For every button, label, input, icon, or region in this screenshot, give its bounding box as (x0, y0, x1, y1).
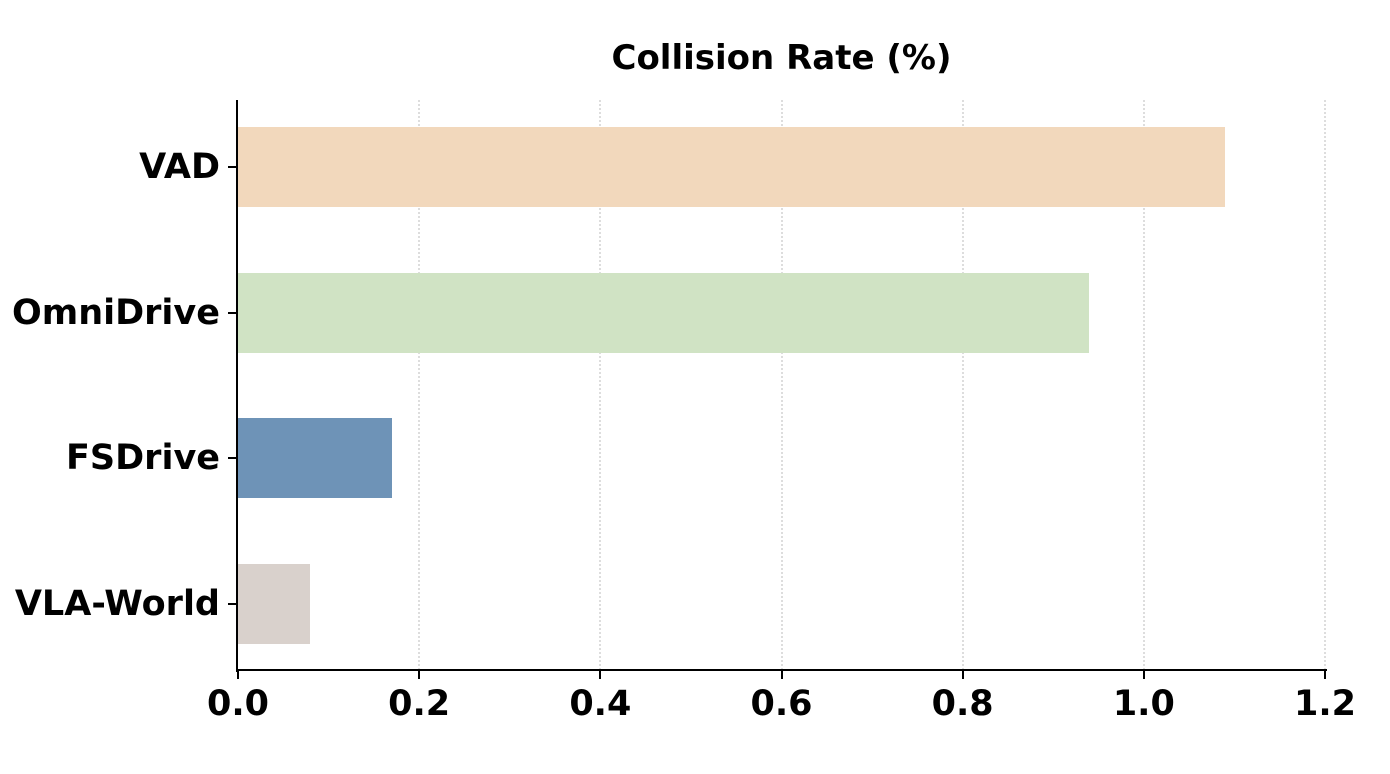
x-tick-label: 0.8 (931, 684, 994, 724)
y-tick (228, 603, 237, 605)
grid-line (961, 100, 964, 670)
x-tick-label: 1.0 (1112, 684, 1175, 724)
bar-vad (238, 127, 1226, 207)
x-tick-label: 1.2 (1293, 684, 1357, 724)
y-label-omnidrive: OmniDrive (11, 293, 220, 333)
y-axis-line (236, 100, 238, 672)
chart-title: Collision Rate (%) (611, 38, 952, 78)
x-tick-label: 0.0 (206, 684, 270, 724)
grid-line (780, 100, 783, 670)
x-tick (961, 670, 964, 679)
grid-line (599, 100, 602, 670)
grid-line (1324, 100, 1326, 670)
x-tick-label: 0.4 (569, 684, 632, 724)
y-tick (228, 312, 237, 314)
x-tick (418, 670, 421, 679)
x-tick (599, 670, 602, 679)
x-tick (1142, 670, 1145, 679)
x-tick (237, 670, 239, 679)
bar-omnidrive (238, 273, 1090, 353)
x-tick-label: 0.6 (750, 684, 813, 724)
grid-line (418, 100, 421, 670)
y-tick (228, 166, 237, 168)
x-tick (1324, 670, 1326, 679)
bar-fsdrive (238, 418, 392, 498)
y-label-fsdrive: FSDrive (66, 438, 220, 478)
y-label-vad: VAD (139, 147, 220, 187)
x-tick (780, 670, 783, 679)
grid-line (1142, 100, 1145, 670)
y-tick (228, 457, 237, 459)
x-tick-label: 0.2 (388, 684, 451, 724)
y-label-vla-world: VLA-World (14, 584, 220, 624)
bar-vla-world (238, 564, 311, 644)
